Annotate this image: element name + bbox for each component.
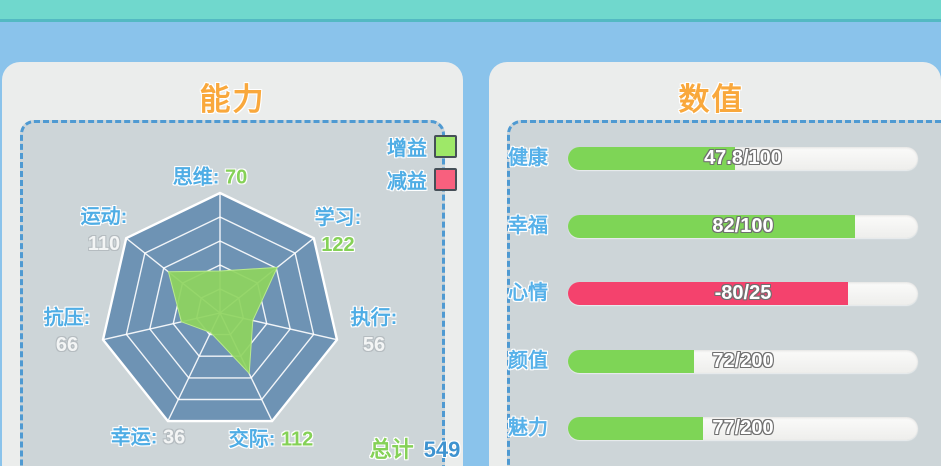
stat-bar-fill [568,282,848,305]
legend-buff-label: 增益 [387,138,427,160]
stats-panel: 数值 健康 47.8/100 幸福 82/100 心情 -80/25 颜值 72/200 魅力 7… [489,62,941,466]
stat-bar-track: -80/25 [568,282,918,305]
stat-bar-fill [568,350,694,373]
stat-bar-value: 47.8/100 [704,147,782,169]
stat-bar-track: 47.8/100 [568,147,918,170]
radar-axis-label: 运动: [80,206,128,228]
radar-axis-label: 思维: [172,166,225,189]
stat-bar-fill [568,215,855,238]
stat-label: 颜值 [508,350,548,372]
stat-row-4: 颜值 72/200 [489,349,941,374]
radar-axis-3: 执行: 56 [351,305,398,359]
stat-bar-value: 82/100 [712,215,774,237]
radar-axis-4: 交际: 112 [229,427,313,454]
abilities-panel-title: 能力 [199,82,266,117]
stat-bar-value: -80/25 [714,282,772,304]
stat-row-1: 健康 47.8/100 [489,146,941,171]
ability-radar-chart [101,191,339,423]
radar-axis-value: 110 [87,233,121,255]
radar-axis-5: 幸运: 36 [111,425,185,452]
legend-buff-swatch-icon [434,135,457,158]
radar-axis-value: 70 [224,166,248,189]
radar-axis-value: 112 [280,428,314,451]
radar-axis-label: 幸运: [110,426,163,449]
legend-debuff-swatch-icon [434,168,457,191]
radar-axis-6: 抗压: 66 [44,305,91,359]
stat-row-3: 心情 -80/25 [489,281,941,306]
top-teal-band [0,0,941,22]
legend-debuff-label: 减益 [387,171,427,193]
stat-bar-track: 82/100 [568,215,918,238]
radar-axis-label: 执行: [350,307,398,329]
radar-axis-value: 66 [55,334,79,356]
stat-bar-value: 77/200 [712,417,774,439]
stat-bar-fill [568,417,703,440]
legend-row-buff: 增益 [387,132,457,161]
ability-total: 总计 549 [370,432,461,464]
stat-label: 幸福 [508,215,548,237]
abilities-panel: 能力 思维: 70 学习: 122 执行: 56 交际: 112 幸运: 36 抗压: 66 运动… [2,62,463,466]
stats-panel-title: 数值 [678,82,745,117]
stat-label: 心情 [508,282,548,304]
radar-axis-2: 学习: 122 [315,205,362,259]
radar-axis-value: 122 [321,234,355,256]
radar-axis-label: 抗压: [43,307,91,329]
stat-bar-track: 77/200 [568,417,918,440]
radar-axis-7: 运动: 110 [81,204,128,258]
radar-axis-label: 交际: [228,428,281,451]
radar-axis-value: 56 [362,334,386,356]
ability-total-value: 549 [423,437,461,462]
ability-total-label: 总计 [369,437,414,462]
radar-axis-1: 思维: 70 [173,165,247,192]
stat-bar-track: 72/200 [568,350,918,373]
stat-bar-value: 72/200 [712,350,774,372]
stat-row-5: 魅力 77/200 [489,416,941,441]
legend-row-debuff: 减益 [387,165,457,194]
stat-label: 健康 [508,147,548,169]
radar-axis-value: 36 [162,426,186,449]
radar-axis-label: 学习: [314,207,362,229]
stat-row-2: 幸福 82/100 [489,214,941,239]
stat-bar-fill [568,147,736,170]
stat-label: 魅力 [508,417,548,439]
chart-legend: 增益 减益 [387,132,457,198]
